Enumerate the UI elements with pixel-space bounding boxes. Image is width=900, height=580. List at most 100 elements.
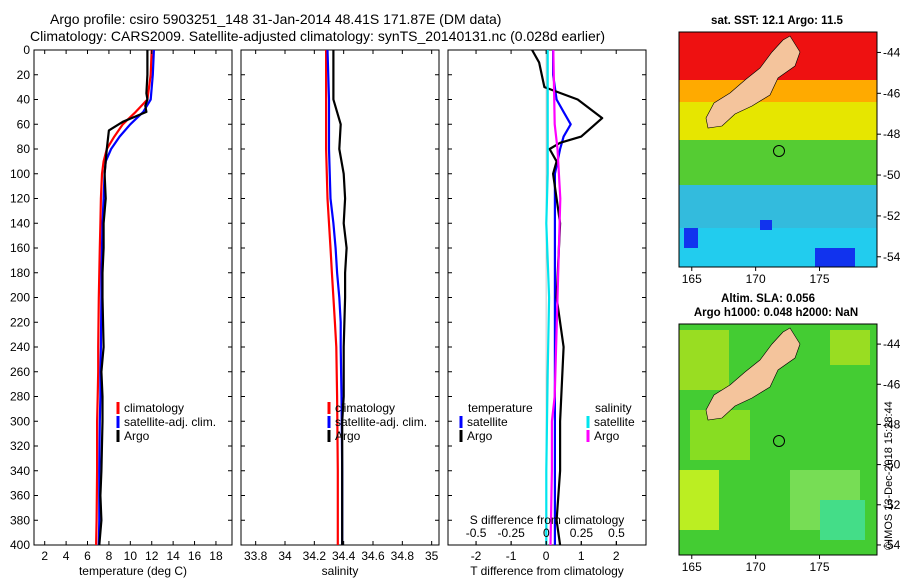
lon-tick-label: 170 [746,272,766,286]
depth-tick-label: 220 [10,315,30,329]
x-tick-label: 34.4 [332,549,356,563]
temperature-xlabel: temperature (deg C) [79,564,187,578]
legend-s-satellite: satellite [594,415,635,429]
imos-credit: ©IMOS 13-Dec-2018 15:28:44 [883,401,895,550]
sst-argo-marker [773,145,785,157]
depth-tick-label: 100 [10,167,30,181]
depth-tick-label: 340 [10,464,30,478]
x-tick-label: 2 [41,549,48,563]
x-tick-label: 0 [543,549,550,563]
sla-patch [679,330,729,390]
sst-map-frame [678,31,878,268]
depth-axis: 0 20 40 60 80 100 120 140 160 180 200 220 240 260 280 3… [10,43,646,552]
series-argo [98,50,149,546]
x-tick-label: 1 [578,549,585,563]
depth-tick-label: 120 [10,192,30,206]
series-salinity-argo [549,49,562,546]
sla-patch [820,500,865,540]
legend-temperature-title: temperature [468,401,533,415]
profile-lines [95,49,604,546]
depth-tick-label: 80 [17,142,31,156]
lon-tick-label: 175 [810,560,830,574]
lat-tick-label: -46 [883,86,900,100]
x-tick-label: 34.8 [391,549,415,563]
x-tick-label: 14 [166,549,180,563]
legend-argo: Argo [124,429,150,443]
sla-argo-marker [773,435,785,447]
x-tick-label: 16 [188,549,202,563]
x-tick-label: 18 [209,549,223,563]
x-tick-label: -2 [471,549,482,563]
lat-tick-label: -54 [883,538,900,552]
sst-orange-band [679,80,877,102]
sla-map [678,323,878,556]
series-temperature-argo [531,49,604,546]
x-tick-label: 4 [63,549,70,563]
top-tick-label: 0 [543,526,550,540]
sst-map [678,31,878,268]
salinity-xlabel: salinity [322,564,359,578]
temperature-panel [33,49,233,546]
lat-tick-label: -50 [883,168,900,182]
lat-tick-label: -44 [883,45,900,59]
lat-tick-label: -50 [883,458,900,472]
depth-tick-label: 200 [10,291,30,305]
difference-xlabel: T difference from climatology [470,564,624,578]
depth-tick-label: 400 [10,538,30,552]
sla-title-line-2: Argo h1000: 0.048 h2000: NaN [694,307,858,319]
lat-tick-label: -52 [883,498,900,512]
lat-tick-label: -52 [883,209,900,223]
salinity-legend: climatology satellite-adj. clim. Argo [327,401,427,443]
depth-tick-label: 60 [17,117,31,131]
legend-climatology: climatology [124,401,184,415]
x-tick-label: 33.8 [244,549,268,563]
depth-tick-label: 300 [10,414,30,428]
depth-tick-label: 380 [10,513,30,527]
lon-tick-label: 165 [682,560,702,574]
sla-map-frame [678,323,878,556]
legend-s-argo: Argo [594,429,620,443]
depth-tick-label: 180 [10,266,30,280]
series-climatology [95,49,153,546]
series-salinity-satellite [545,50,551,545]
lon-tick-label: 165 [682,272,702,286]
legend-climatology: climatology [335,401,395,415]
depth-tick-label: 160 [10,241,30,255]
sla-title-line-1: Altim. SLA: 0.056 [721,293,815,305]
sst-blue-patch [760,220,772,230]
legend-t-satellite: satellite [467,415,508,429]
depth-tick-label: 280 [10,390,30,404]
x-tick-label: 6 [84,549,91,563]
x-tick-label: 12 [145,549,159,563]
x-tick-label: 34 [278,549,292,563]
legend-salinity-title: salinity [595,401,632,415]
series-argo [332,50,348,545]
sst-green-band [679,140,877,185]
series-climatology [325,50,339,545]
lon-tick-label: 170 [746,560,766,574]
sst-map-axes: -44 -46 -48 -50 -52 -54 165 170 175 [682,45,900,286]
top-tick-label: -0.25 [498,526,526,540]
x-tick-label: 2 [613,549,620,563]
depth-tick-label: 20 [17,68,31,82]
difference-top-label: S difference from climatology [470,513,625,527]
x-tick-label: 35 [425,549,439,563]
title-line-1: Argo profile: csiro 5903251_148 31-Jan-2… [50,11,501,27]
lon-tick-label: 175 [810,272,830,286]
depth-tick-label: 140 [10,216,30,230]
x-tick-label: 34.6 [361,549,385,563]
legend-t-argo: Argo [467,429,493,443]
lat-tick-label: -54 [883,250,900,264]
legend-satellite: satellite-adj. clim. [124,415,216,429]
sst-map-title: sat. SST: 12.1 Argo: 11.5 [711,15,843,27]
top-tick-label: -0.5 [466,526,487,540]
lat-tick-label: -46 [883,377,900,391]
title-line-2: Climatology: CARS2009. Satellite-adjuste… [30,28,605,44]
series-satellite-adj-clim- [326,49,344,545]
sla-patch [830,330,870,365]
top-tick-label: 0.25 [570,526,594,540]
x-tick-label: 8 [106,549,113,563]
depth-tick-label: 260 [10,365,30,379]
x-tick-label: -1 [506,549,517,563]
